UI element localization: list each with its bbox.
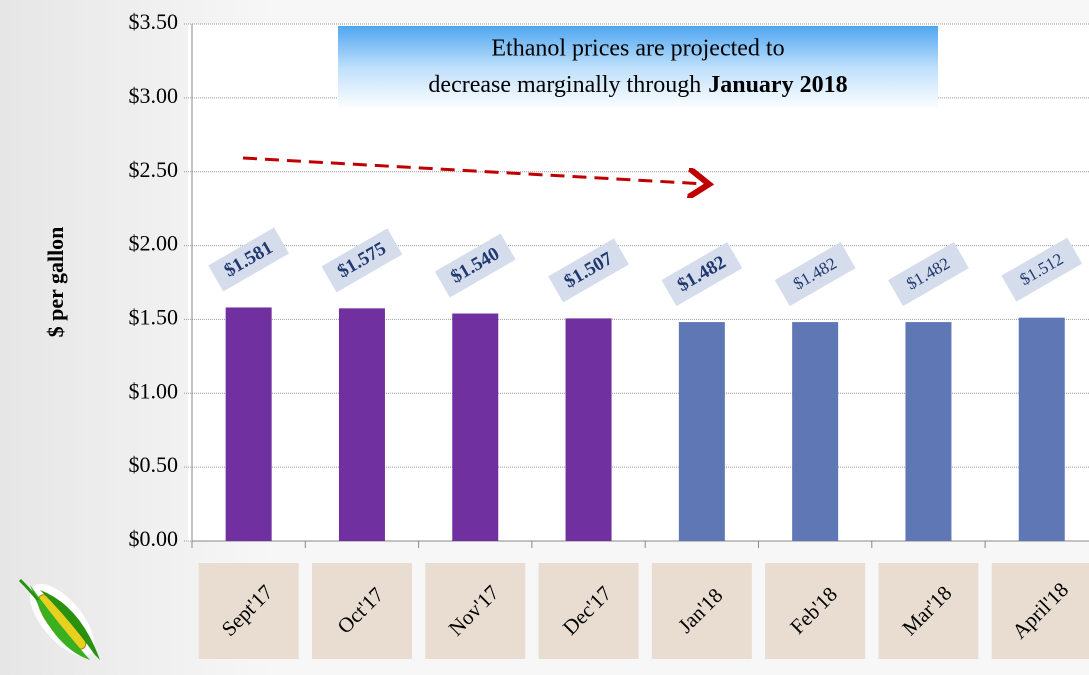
value-label-box [1001, 237, 1083, 302]
trend-arrow [242, 156, 706, 184]
annotation-line: Ethanol prices are projected to [491, 36, 784, 62]
y-tick-label: $3.00 [129, 83, 179, 108]
y-tick-label: $0.50 [129, 452, 179, 477]
y-tick-label: $1.50 [129, 304, 179, 329]
bar [1018, 317, 1065, 541]
category-box [425, 563, 526, 659]
corn-icon [18, 578, 100, 660]
annotation-box [338, 26, 938, 110]
y-tick-label: $2.00 [129, 231, 179, 256]
value-label-box [548, 238, 629, 303]
value-label-box [321, 228, 403, 293]
annotation-emphasis: January 2018 [708, 72, 847, 98]
bar [905, 322, 952, 541]
category-box [878, 563, 979, 659]
value-label-box [888, 242, 969, 307]
category-box [765, 563, 866, 659]
y-tick-label: $1.00 [129, 378, 179, 403]
bar [792, 322, 839, 541]
category-box [991, 563, 1089, 659]
category-box [198, 563, 299, 659]
annotation-line: decrease marginally through January 2018 [428, 72, 847, 98]
bar [338, 308, 385, 541]
category-box [311, 563, 412, 659]
annotation-text: decrease marginally through [428, 72, 701, 98]
value-label-box [208, 227, 290, 292]
y-tick-label: $2.50 [129, 157, 179, 182]
bar [565, 318, 612, 541]
y-tick-label: $0.00 [129, 526, 179, 551]
value-label-box [661, 242, 743, 307]
category-box [538, 563, 639, 659]
y-axis-label: $ per gallon [43, 227, 68, 338]
bar [678, 322, 725, 541]
bar [225, 307, 272, 541]
category-box [651, 563, 752, 659]
bar [452, 313, 499, 541]
y-tick-label: $3.50 [129, 9, 179, 34]
value-label-box [774, 242, 856, 307]
value-label-box [434, 233, 516, 298]
